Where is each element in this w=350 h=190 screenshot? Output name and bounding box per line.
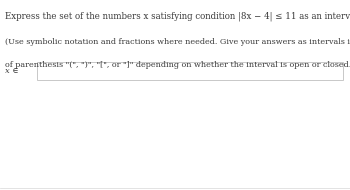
FancyBboxPatch shape	[37, 62, 343, 80]
Text: Express the set of the numbers x satisfying condition |8x − 4| ≤ 11 as an interv: Express the set of the numbers x satisfy…	[5, 11, 350, 21]
Text: (Use symbolic notation and fractions where needed. Give your answers as interval: (Use symbolic notation and fractions whe…	[5, 38, 350, 46]
Text: x ∈: x ∈	[5, 67, 19, 75]
Text: of parenthesis "(", ")", "[", or "]" depending on whether the interval is open o: of parenthesis "(", ")", "[", or "]" dep…	[5, 61, 350, 69]
